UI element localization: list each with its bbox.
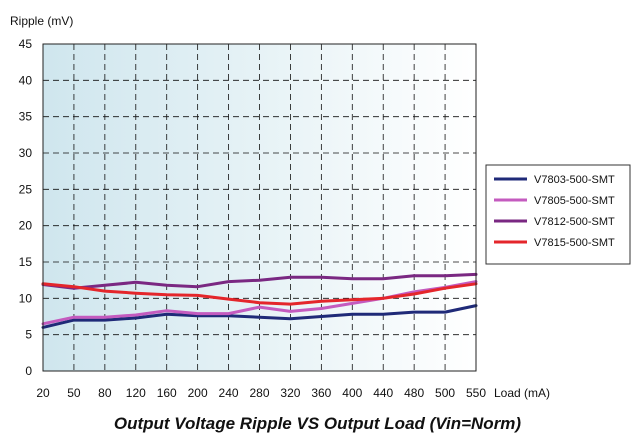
x-tick-label: 20: [36, 386, 50, 400]
x-tick-label: 80: [98, 386, 112, 400]
y-tick-labels: 0 5 10 15 20 25 30 35 40 45: [19, 37, 33, 378]
x-tick-label: 440: [373, 386, 393, 400]
x-tick-label: 480: [404, 386, 424, 400]
x-tick-label: 360: [311, 386, 331, 400]
legend: V7803-500-SMT V7805-500-SMT V7812-500-SMT V…: [485, 164, 631, 265]
y-tick-label: 10: [19, 291, 33, 305]
y-tick-label: 25: [19, 182, 33, 196]
x-tick-label: 280: [249, 386, 269, 400]
x-tick-label: 500: [435, 386, 455, 400]
y-tick-label: 45: [19, 37, 33, 51]
series-lines: [41, 272, 478, 329]
y-tick-label: 15: [19, 255, 33, 269]
x-tick-label: 120: [126, 386, 146, 400]
series-line: [41, 282, 478, 306]
legend-box: [485, 164, 631, 265]
x-tick-label: 320: [280, 386, 300, 400]
plot-frame: [42, 43, 477, 372]
x-tick-label: 400: [342, 386, 362, 400]
legend-label: V7812-500-SMT: [534, 216, 615, 228]
x-tick-label: 550: [466, 386, 486, 400]
x-tick-label: 240: [219, 386, 239, 400]
y-tick-label: 20: [19, 219, 33, 233]
y-tick-label: 5: [25, 328, 32, 342]
y-tick-label: 0: [25, 364, 32, 378]
y-tick-label: 35: [19, 110, 33, 124]
x-tick-label: 200: [188, 386, 208, 400]
chart-title: Output Voltage Ripple VS Output Load (Vi…: [113, 414, 522, 433]
x-tick-label: 50: [67, 386, 81, 400]
series-line: [41, 304, 478, 329]
series-line: [41, 272, 478, 290]
y-axis-label: Ripple (mV): [10, 14, 73, 28]
legend-label: V7815-500-SMT: [534, 237, 615, 249]
x-axis-label: Load (mA): [494, 386, 550, 400]
x-tick-label: 160: [157, 386, 177, 400]
x-tick-labels: 20 50 80 120 160 200 240 280 320 360 400 440 480 500 5…: [36, 386, 486, 400]
y-tick-label: 30: [19, 146, 33, 160]
legend-label: V7803-500-SMT: [534, 174, 615, 186]
y-tick-label: 40: [19, 73, 33, 87]
legend-label: V7805-500-SMT: [534, 195, 615, 207]
